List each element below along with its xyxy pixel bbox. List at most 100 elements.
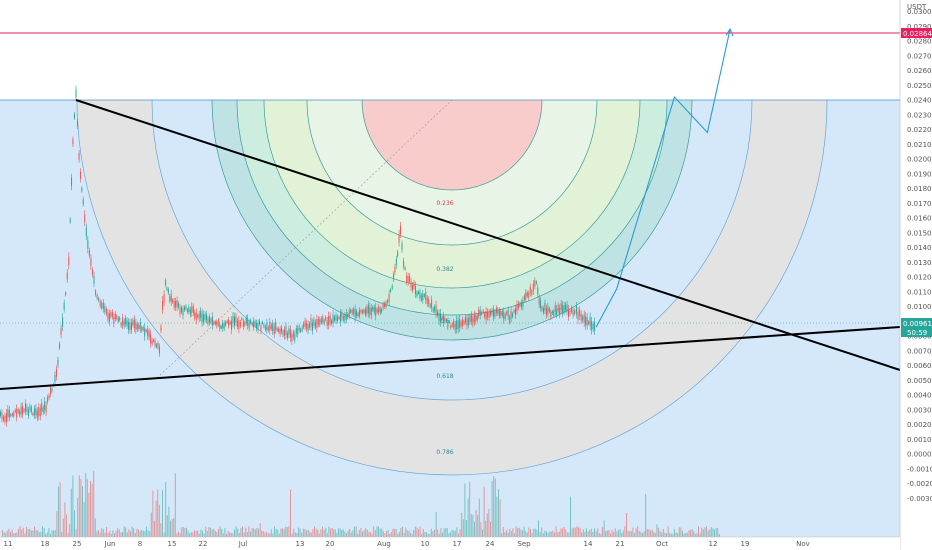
candle <box>126 320 128 327</box>
candle <box>540 300 542 309</box>
volume-bar <box>627 531 629 537</box>
x-tick-label: 22 <box>199 540 208 548</box>
volume-bar <box>674 528 675 537</box>
volume-bar <box>603 520 605 537</box>
volume-bar <box>67 532 69 537</box>
candle <box>391 285 393 289</box>
candle <box>250 319 252 324</box>
volume-bar <box>389 533 391 537</box>
candle <box>245 317 247 323</box>
volume-bar <box>296 533 298 537</box>
candle <box>428 298 430 305</box>
currency-label: USDT <box>907 3 927 11</box>
volume-bar <box>48 528 50 537</box>
candle <box>73 113 75 118</box>
candle <box>317 319 319 325</box>
candle <box>272 323 274 332</box>
volume-bar <box>216 532 218 537</box>
candle <box>142 326 144 331</box>
candle <box>113 316 115 324</box>
candle <box>306 322 308 329</box>
candle <box>129 322 131 330</box>
candle <box>574 310 576 314</box>
volume-bar <box>211 529 213 537</box>
candle <box>226 320 228 323</box>
candle <box>77 121 79 127</box>
candle <box>297 327 299 335</box>
candle <box>384 303 386 307</box>
volume-bar <box>666 533 667 537</box>
volume-bar <box>64 502 66 537</box>
candle <box>401 243 403 250</box>
candle <box>175 300 177 308</box>
volume-bar <box>515 526 517 537</box>
candle <box>138 325 140 330</box>
candle <box>211 316 213 326</box>
candle <box>266 322 268 331</box>
x-tick-label: 20 <box>326 540 335 548</box>
candle <box>242 321 244 328</box>
x-tick-label: 24 <box>486 540 495 548</box>
candle <box>538 297 540 305</box>
volume-bar <box>386 531 387 537</box>
candle <box>307 323 309 331</box>
volume-bar <box>182 526 184 537</box>
volume-bar <box>598 533 600 537</box>
candle <box>432 308 434 312</box>
candle <box>475 315 477 322</box>
candle <box>23 409 25 413</box>
volume-bar <box>293 528 295 537</box>
volume-bar <box>374 530 376 537</box>
candle <box>360 310 362 313</box>
candle <box>410 281 412 288</box>
volume-bar <box>629 531 631 537</box>
volume-bar <box>594 528 595 537</box>
y-tick-label: 0.015000 <box>907 229 932 237</box>
x-tick-label: Jun <box>104 540 116 548</box>
volume-bar <box>611 529 613 537</box>
candle <box>453 321 455 327</box>
x-tick-label: 8 <box>138 540 142 548</box>
candle <box>535 281 537 284</box>
volume-bar <box>134 532 136 537</box>
volume-bar <box>354 526 355 537</box>
volume-bar <box>93 470 95 537</box>
candle <box>270 324 272 329</box>
volume-bar <box>614 528 616 537</box>
volume-bar <box>670 533 672 537</box>
volume-bar <box>394 528 395 537</box>
volume-bar <box>542 533 544 537</box>
candle <box>148 331 150 338</box>
candle <box>473 314 475 323</box>
x-tick-label: 25 <box>73 540 82 548</box>
volume-bar <box>624 526 626 537</box>
candle <box>33 408 35 416</box>
candle <box>101 302 103 308</box>
candle <box>210 318 212 323</box>
candle <box>359 310 361 316</box>
candle <box>223 323 225 329</box>
volume-bar <box>581 532 583 537</box>
candle <box>325 316 327 320</box>
candle <box>364 309 366 315</box>
y-tick-label: -0.001000 <box>907 465 932 473</box>
candle <box>548 308 550 312</box>
candle <box>153 339 155 342</box>
candle <box>588 321 590 325</box>
candle <box>589 316 591 326</box>
candle <box>248 322 250 329</box>
volume-bar <box>109 530 111 537</box>
volume-bar <box>181 527 183 537</box>
volume-bar <box>693 531 695 537</box>
candle <box>488 311 490 318</box>
volume-bar <box>37 530 39 537</box>
x-tick-label: Sep <box>517 540 531 548</box>
volume-bar <box>419 526 421 537</box>
candle <box>8 409 10 418</box>
candle <box>85 227 87 236</box>
volume-bar <box>29 528 31 537</box>
candle <box>414 285 416 295</box>
volume-bar <box>453 530 455 537</box>
candle <box>566 304 568 312</box>
